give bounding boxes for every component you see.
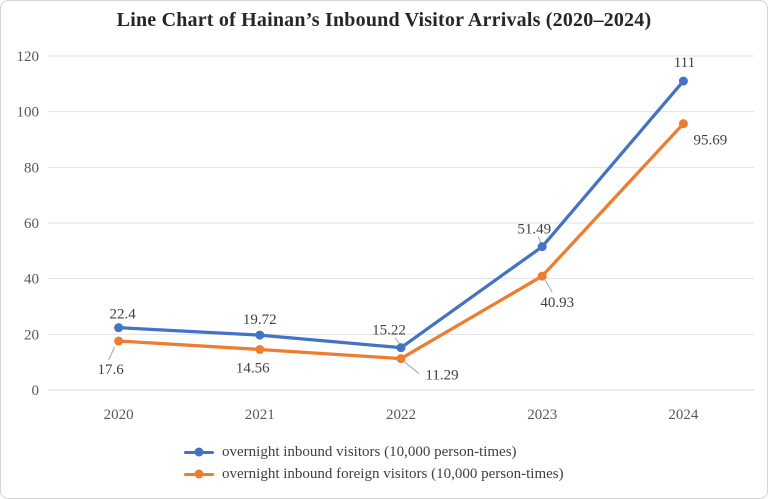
legend-label-overnight-inbound-foreign-visitors: overnight inbound foreign visitors (10,0… <box>222 465 564 482</box>
blue-line-marker-icon <box>184 447 214 457</box>
chart-title: Line Chart of Hainan’s Inbound Visitor A… <box>116 9 652 31</box>
y-axis-tick-label: 60 <box>24 216 39 232</box>
x-axis-tick-label: 2023 <box>527 407 557 423</box>
x-axis-tick-label: 2022 <box>386 407 416 423</box>
data-label: 11.29 <box>425 368 458 384</box>
y-axis-tick-label: 120 <box>17 49 40 65</box>
data-label-leader-line <box>108 346 116 361</box>
data-label: 15.22 <box>372 323 406 339</box>
legend-label-overnight-inbound-visitors: overnight inbound visitors (10,000 perso… <box>222 443 517 460</box>
data-point-marker <box>255 344 265 354</box>
data-label: 51.49 <box>517 222 551 238</box>
data-point-marker <box>396 343 406 353</box>
data-label: 19.72 <box>243 312 277 328</box>
y-axis-tick-label: 20 <box>24 327 39 343</box>
data-label-leader-line <box>394 337 401 345</box>
data-label-leader-line <box>403 361 420 374</box>
y-axis-tick-label: 40 <box>24 272 39 288</box>
data-label-leader-line <box>544 279 553 293</box>
data-point-marker <box>396 354 406 364</box>
data-label: 17.6 <box>97 362 124 378</box>
data-point-marker <box>678 76 688 86</box>
chart-legend: overnight inbound visitors (10,000 perso… <box>184 441 564 485</box>
legend-item-overnight-inbound-visitors: overnight inbound visitors (10,000 perso… <box>184 441 564 463</box>
x-axis-tick-label: 2021 <box>245 407 275 423</box>
data-label: 14.56 <box>236 360 270 376</box>
data-point-marker <box>537 242 547 252</box>
orange-line-marker-icon <box>184 469 214 479</box>
data-point-marker <box>678 119 688 129</box>
data-point-marker <box>114 336 124 346</box>
data-label: 95.69 <box>694 133 728 149</box>
x-axis-tick-label: 2020 <box>104 407 134 423</box>
data-point-marker <box>537 271 547 281</box>
y-axis-tick-label: 80 <box>24 160 39 176</box>
y-axis-tick-label: 0 <box>32 383 40 399</box>
x-axis-tick-label: 2024 <box>668 407 699 423</box>
data-point-marker <box>114 323 124 333</box>
data-point-marker <box>255 330 265 340</box>
data-label: 22.4 <box>109 307 136 323</box>
y-axis-tick-label: 100 <box>17 105 40 121</box>
legend-item-overnight-inbound-foreign-visitors: overnight inbound foreign visitors (10,0… <box>184 463 564 485</box>
data-label: 111 <box>674 55 695 71</box>
data-label: 40.93 <box>540 295 574 311</box>
